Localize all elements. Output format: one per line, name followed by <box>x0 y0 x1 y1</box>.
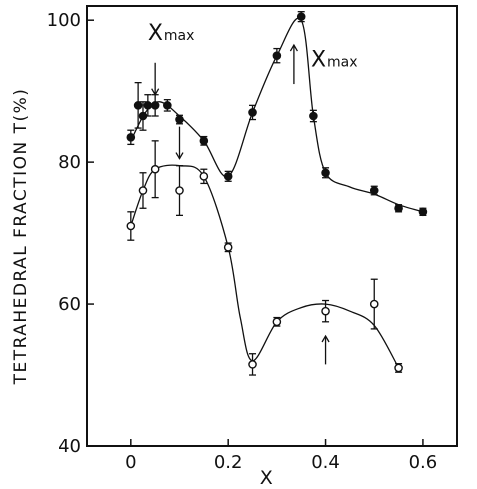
y-tick-label: 80 <box>58 152 81 173</box>
annotation-arrowhead <box>151 88 160 96</box>
series-1-point <box>199 172 209 181</box>
x-tick-label: 0.2 <box>214 452 243 473</box>
x-tick-label: 0.4 <box>311 452 340 473</box>
series-1-point <box>369 299 379 309</box>
curve-layer <box>130 17 424 369</box>
series-0-point <box>150 101 160 110</box>
series-0-point <box>248 108 257 117</box>
series-0-point <box>272 51 282 60</box>
point-layer <box>126 12 428 373</box>
series-0-point <box>175 115 184 124</box>
y-tick-label: 40 <box>58 436 81 457</box>
series-1-curve <box>130 164 400 369</box>
series-0-point <box>309 111 318 121</box>
tick-layer: 0 0.2 0.4 0.6 40 60 80 100 <box>47 10 438 473</box>
series-1-point <box>248 360 257 369</box>
annotation-arrowhead <box>321 334 330 343</box>
series-1-point <box>272 317 282 327</box>
series-1-point <box>223 242 233 252</box>
series-0-point <box>223 172 233 181</box>
series-0-point <box>199 136 209 146</box>
x-axis-label: X <box>260 467 275 489</box>
series-0-point <box>138 111 148 121</box>
series-1-point <box>175 186 184 195</box>
series-0-point <box>394 203 403 213</box>
series-0-point <box>163 101 172 110</box>
plot-frame-layer <box>86 5 458 447</box>
x-tick-label: 0.6 <box>409 452 438 473</box>
annotation-subscript: max <box>327 54 358 70</box>
series-1-point <box>394 363 403 373</box>
y-tick-label: 60 <box>58 294 81 315</box>
annotation-label: Xmax <box>311 47 358 72</box>
series-0-point <box>126 132 136 142</box>
series-0-point <box>143 101 153 110</box>
series-1-point <box>126 221 136 231</box>
annotation-label: Xmax <box>148 21 195 46</box>
series-0-curve <box>130 17 424 213</box>
x-tick-label: 0 <box>125 452 136 473</box>
annotation-arrowhead <box>175 152 184 160</box>
series-0-point <box>418 207 428 217</box>
annotation-arrowhead <box>289 43 298 52</box>
plot-frame <box>86 5 458 447</box>
y-tick-label: 100 <box>47 10 81 31</box>
series-0-point <box>321 168 330 178</box>
series-0-point <box>369 186 379 195</box>
series-1-point <box>138 186 148 195</box>
series-0-point <box>296 12 306 21</box>
y-axis-label: TETRAHEDRAL FRACTION T(%) <box>11 88 31 386</box>
series-1-point <box>150 164 160 174</box>
series-1-point <box>321 306 330 316</box>
annotation-subscript: max <box>164 28 195 44</box>
series-0-point <box>133 101 143 110</box>
